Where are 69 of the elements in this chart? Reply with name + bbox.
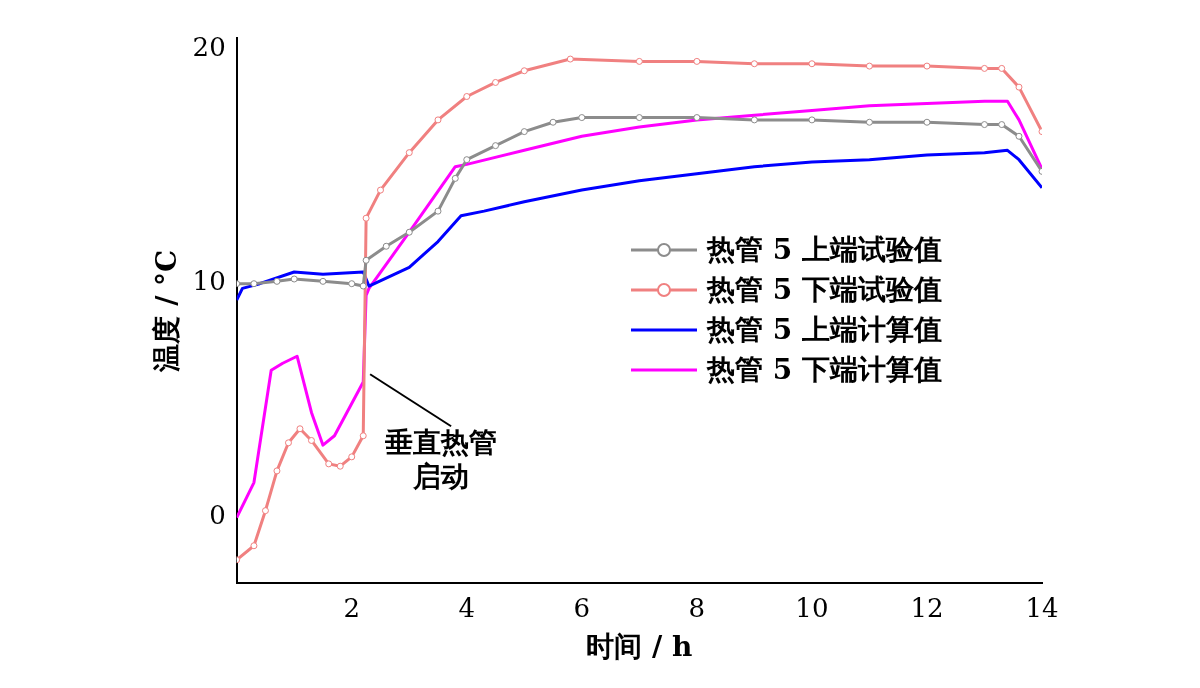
point: [549, 118, 557, 126]
point: [382, 242, 390, 250]
point: [359, 432, 367, 440]
x-axis-title: 时间 / h: [586, 630, 693, 664]
point: [566, 55, 574, 63]
point: [284, 439, 292, 447]
point: [980, 64, 988, 72]
point: [359, 282, 367, 290]
point: [808, 116, 816, 124]
point: [273, 467, 281, 475]
point: [261, 507, 269, 515]
point: [325, 460, 333, 468]
point: [865, 118, 873, 126]
point: [1015, 83, 1023, 91]
y-tick-label: 20: [192, 32, 226, 63]
annotation: 垂直热管启动: [384, 425, 498, 493]
point: [750, 60, 758, 68]
point: [998, 121, 1006, 129]
x-tick-label: 10: [795, 592, 829, 623]
x-tick-label: 8: [688, 592, 706, 623]
point: [319, 277, 327, 285]
point: [434, 207, 442, 215]
point: [520, 128, 528, 136]
point: [808, 60, 816, 68]
point: [348, 453, 356, 461]
y-tick-label: 0: [209, 500, 226, 531]
point: [463, 93, 471, 100]
point: [980, 121, 988, 129]
point: [492, 142, 500, 150]
point: [451, 174, 459, 182]
point: [1015, 132, 1023, 140]
point: [492, 78, 500, 86]
point: [750, 116, 758, 124]
legend-label: 热管 5 上端计算值: [707, 312, 942, 348]
point: [348, 280, 356, 288]
point: [405, 228, 413, 236]
point: [693, 114, 701, 122]
point: [923, 118, 931, 126]
point: [296, 425, 304, 433]
point: [578, 114, 586, 122]
point: [520, 67, 528, 75]
legend-label: 热管 5 下端试验值: [707, 272, 942, 308]
point: [635, 57, 643, 65]
point: [336, 462, 344, 470]
point: [250, 542, 258, 550]
point: [923, 62, 931, 70]
y-tick-label: 10: [192, 266, 226, 297]
legend-label: 热管 5 下端计算值: [707, 352, 942, 388]
point: [463, 156, 471, 164]
point: [998, 64, 1006, 72]
x-tick-label: 2: [343, 592, 360, 623]
point: [307, 436, 315, 444]
point: [362, 214, 370, 222]
y-axis-title: 温度 / °C: [150, 249, 184, 373]
point: [434, 116, 442, 124]
point: [865, 62, 873, 70]
legend-label: 热管 5 上端试验值: [707, 232, 942, 268]
x-tick-label: 6: [573, 592, 591, 623]
x-tick-label: 14: [1025, 592, 1059, 623]
x-tick-label: 4: [458, 592, 476, 623]
point: [405, 149, 413, 157]
point: [290, 275, 298, 283]
x-tick-label: 12: [910, 592, 944, 623]
point: [376, 186, 384, 194]
point: [635, 114, 643, 122]
point: [273, 277, 281, 285]
point: [362, 256, 370, 264]
point: [250, 280, 258, 288]
point: [693, 57, 701, 65]
